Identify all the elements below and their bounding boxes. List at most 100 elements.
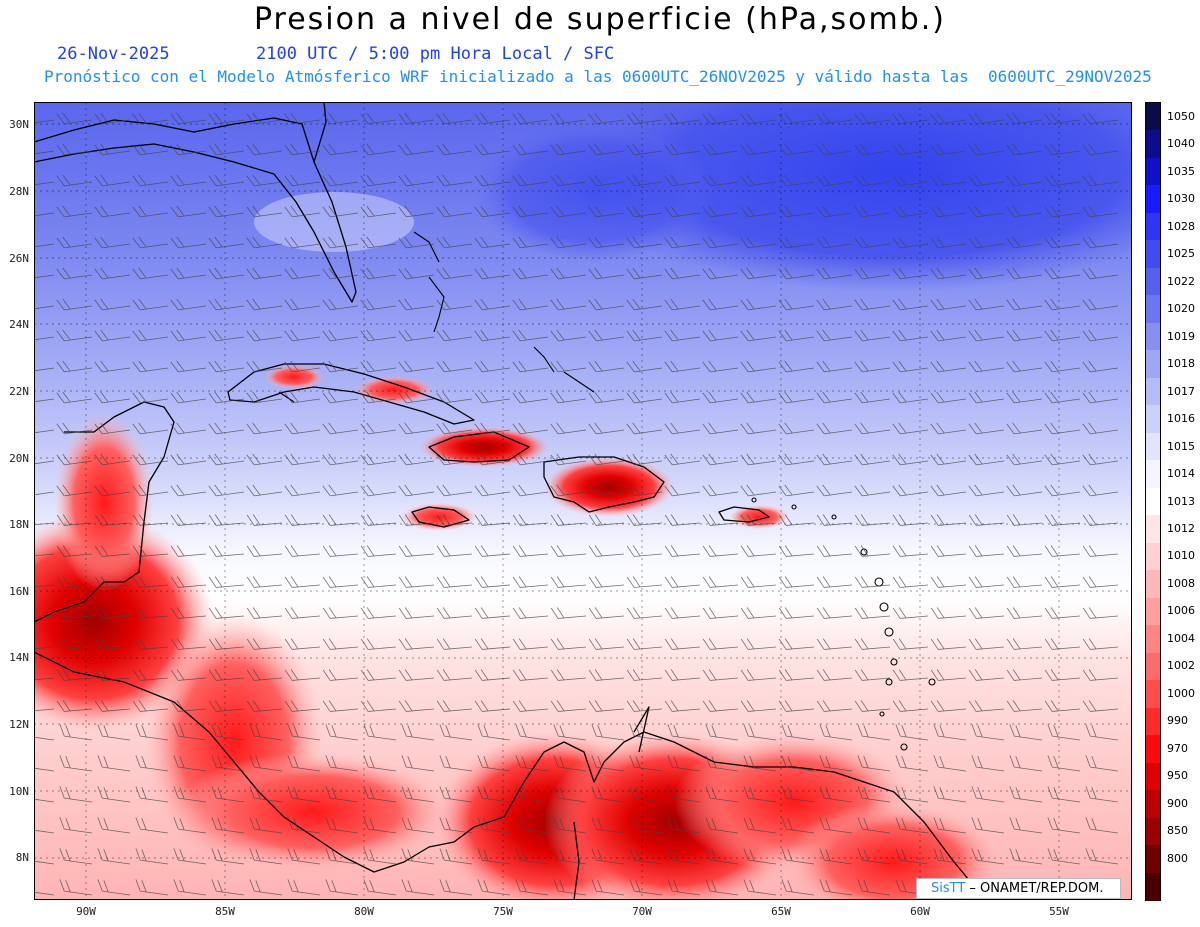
wind-barb — [208, 267, 245, 280]
lon-label: 60W — [910, 905, 930, 918]
color-scale-label: 950 — [1167, 769, 1188, 783]
color-scale-cell — [1146, 845, 1160, 874]
wind-barb — [94, 422, 131, 435]
wind-barb — [854, 174, 891, 187]
wind-barb — [626, 607, 663, 619]
wind-barb — [34, 700, 55, 712]
wind-barb — [664, 329, 701, 342]
wind-barb — [1085, 786, 1119, 803]
wind-barb — [626, 205, 663, 218]
wind-barb — [246, 205, 283, 218]
wind-barb — [1009, 724, 1043, 741]
wind-barb — [94, 576, 131, 588]
lat-label: 22N — [9, 385, 29, 398]
wind-barb — [778, 143, 815, 156]
wind-barb — [436, 391, 473, 404]
wind-barb — [398, 453, 435, 466]
color-scale-cell — [1146, 872, 1160, 901]
wind-barb — [1006, 700, 1043, 712]
wind-barb — [34, 112, 55, 125]
wind-barb — [56, 669, 93, 681]
wind-barb — [664, 453, 701, 466]
wind-barb — [588, 205, 625, 218]
wind-barb — [778, 484, 815, 497]
wind-barb — [550, 669, 587, 681]
wind-barb — [512, 638, 549, 650]
wind-barb — [94, 267, 131, 280]
wind-barb — [360, 143, 397, 156]
wind-barb — [588, 545, 625, 557]
wind-barb — [439, 786, 473, 803]
wind-barb — [436, 422, 473, 435]
wind-barb — [135, 755, 169, 772]
wind-barb — [322, 267, 359, 280]
wind-barb — [629, 879, 663, 896]
wind-barb — [664, 484, 701, 497]
wind-barb — [56, 484, 93, 497]
wind-barb — [284, 453, 321, 466]
wind-barb — [930, 576, 967, 588]
wind-barb — [56, 638, 93, 650]
wind-barb — [284, 143, 321, 156]
wind-barb — [56, 545, 93, 557]
wind-barb — [132, 514, 169, 526]
color-scale-label: 1017 — [1167, 384, 1195, 398]
wind-barb — [132, 112, 169, 125]
wind-barb — [854, 607, 891, 619]
color-scale-cell — [1146, 790, 1160, 819]
wind-barb — [1082, 267, 1119, 280]
wind-barb — [702, 638, 739, 650]
wind-barb — [34, 329, 55, 342]
forecast-info: Pronóstico con el Modelo Atmósferico WRF… — [44, 67, 1152, 86]
wind-barb — [56, 360, 93, 373]
wind-barb — [436, 298, 473, 311]
wind-barb — [249, 817, 283, 834]
wind-barb — [819, 848, 853, 865]
wind-barb — [740, 143, 777, 156]
wind-barb — [778, 298, 815, 311]
wind-barb — [705, 786, 739, 803]
wind-barb — [363, 848, 397, 865]
wind-barb — [702, 267, 739, 280]
wind-barb — [816, 484, 853, 497]
color-scale-label: 1035 — [1167, 164, 1195, 178]
wind-barb — [56, 236, 93, 249]
wind-barb — [740, 638, 777, 650]
wind-barb — [59, 724, 93, 741]
wind-barb — [930, 391, 967, 404]
wind-barb — [398, 422, 435, 435]
wind-barb — [892, 607, 929, 619]
wind-barb — [740, 453, 777, 466]
wind-barb — [246, 267, 283, 280]
lat-label: 8N — [15, 851, 29, 864]
wind-barb — [930, 700, 967, 712]
wind-barb — [170, 298, 207, 311]
wind-barb — [94, 700, 131, 712]
wind-barb — [778, 391, 815, 404]
wind-barb — [249, 879, 283, 896]
wind-barb — [173, 848, 207, 865]
wind-barb — [135, 786, 169, 803]
color-scale-label: 990 — [1167, 714, 1188, 728]
wind-barb — [1044, 329, 1081, 342]
wind-barb — [246, 112, 283, 125]
wind-barb — [34, 669, 55, 681]
wind-barb — [477, 817, 511, 834]
wind-barb — [474, 112, 511, 125]
wind-barb — [398, 205, 435, 218]
wind-barb — [56, 391, 93, 404]
wind-barb — [322, 669, 359, 681]
wind-barb — [287, 724, 321, 741]
wind-barb — [892, 143, 929, 156]
wind-barb — [1047, 755, 1081, 772]
wind-barb — [781, 755, 815, 772]
wind-barb — [1006, 298, 1043, 311]
color-scale-cell — [1146, 625, 1160, 654]
lat-label: 18N — [9, 518, 29, 531]
lat-label: 10N — [9, 785, 29, 798]
wind-barb — [436, 267, 473, 280]
wind-barb — [401, 724, 435, 741]
wind-barb — [34, 514, 55, 526]
wind-barb — [401, 817, 435, 834]
wind-barb — [1044, 112, 1081, 125]
